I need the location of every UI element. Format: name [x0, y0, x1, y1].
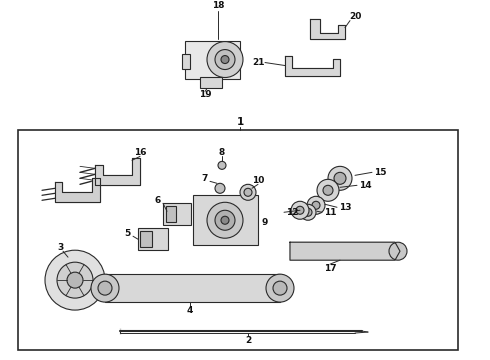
- Circle shape: [207, 41, 243, 77]
- Text: 10: 10: [252, 176, 264, 185]
- Bar: [140, 231, 152, 247]
- Circle shape: [328, 166, 352, 190]
- Circle shape: [307, 196, 325, 214]
- Text: 12: 12: [286, 208, 298, 217]
- Bar: [200, 77, 222, 89]
- Bar: [18, 130, 458, 350]
- Text: 5: 5: [124, 229, 130, 238]
- Polygon shape: [55, 178, 100, 202]
- Circle shape: [244, 188, 252, 196]
- Circle shape: [312, 201, 320, 209]
- Bar: [138, 228, 168, 250]
- Text: 13: 13: [339, 203, 351, 212]
- Circle shape: [215, 183, 225, 193]
- Text: 11: 11: [324, 208, 336, 217]
- Circle shape: [317, 179, 339, 201]
- Text: 15: 15: [374, 168, 386, 177]
- Text: 21: 21: [252, 58, 264, 67]
- Circle shape: [218, 161, 226, 169]
- Text: 17: 17: [324, 264, 336, 273]
- Text: 6: 6: [155, 196, 161, 205]
- Text: 1: 1: [236, 117, 244, 127]
- Polygon shape: [285, 55, 340, 76]
- Polygon shape: [310, 19, 345, 39]
- Circle shape: [296, 206, 304, 214]
- Bar: [105, 274, 280, 302]
- Circle shape: [98, 281, 112, 295]
- Circle shape: [67, 272, 83, 288]
- Circle shape: [334, 172, 346, 184]
- Text: 16: 16: [134, 148, 146, 157]
- Circle shape: [273, 281, 287, 295]
- Circle shape: [57, 262, 93, 298]
- Text: 2: 2: [245, 336, 251, 345]
- Circle shape: [215, 50, 235, 69]
- Circle shape: [215, 210, 235, 230]
- Text: 8: 8: [219, 148, 225, 157]
- Circle shape: [221, 55, 229, 63]
- Circle shape: [221, 216, 229, 224]
- Bar: [182, 54, 190, 68]
- Circle shape: [45, 250, 105, 310]
- Text: 14: 14: [359, 181, 371, 190]
- Text: 20: 20: [349, 12, 361, 21]
- Text: 3: 3: [57, 243, 63, 252]
- Circle shape: [304, 208, 312, 216]
- Circle shape: [291, 201, 309, 219]
- Bar: [163, 203, 191, 225]
- Bar: [185, 41, 240, 78]
- Circle shape: [323, 185, 333, 195]
- Polygon shape: [95, 158, 140, 185]
- Text: 4: 4: [187, 306, 193, 315]
- Text: 19: 19: [198, 90, 211, 99]
- Text: 7: 7: [202, 174, 208, 183]
- Circle shape: [300, 204, 316, 220]
- Circle shape: [207, 202, 243, 238]
- Text: 9: 9: [262, 218, 268, 227]
- Circle shape: [389, 242, 407, 260]
- Circle shape: [266, 274, 294, 302]
- Bar: [193, 195, 258, 245]
- Polygon shape: [290, 242, 400, 260]
- Circle shape: [91, 274, 119, 302]
- Circle shape: [240, 184, 256, 200]
- Text: 18: 18: [212, 1, 224, 10]
- Bar: [166, 206, 176, 222]
